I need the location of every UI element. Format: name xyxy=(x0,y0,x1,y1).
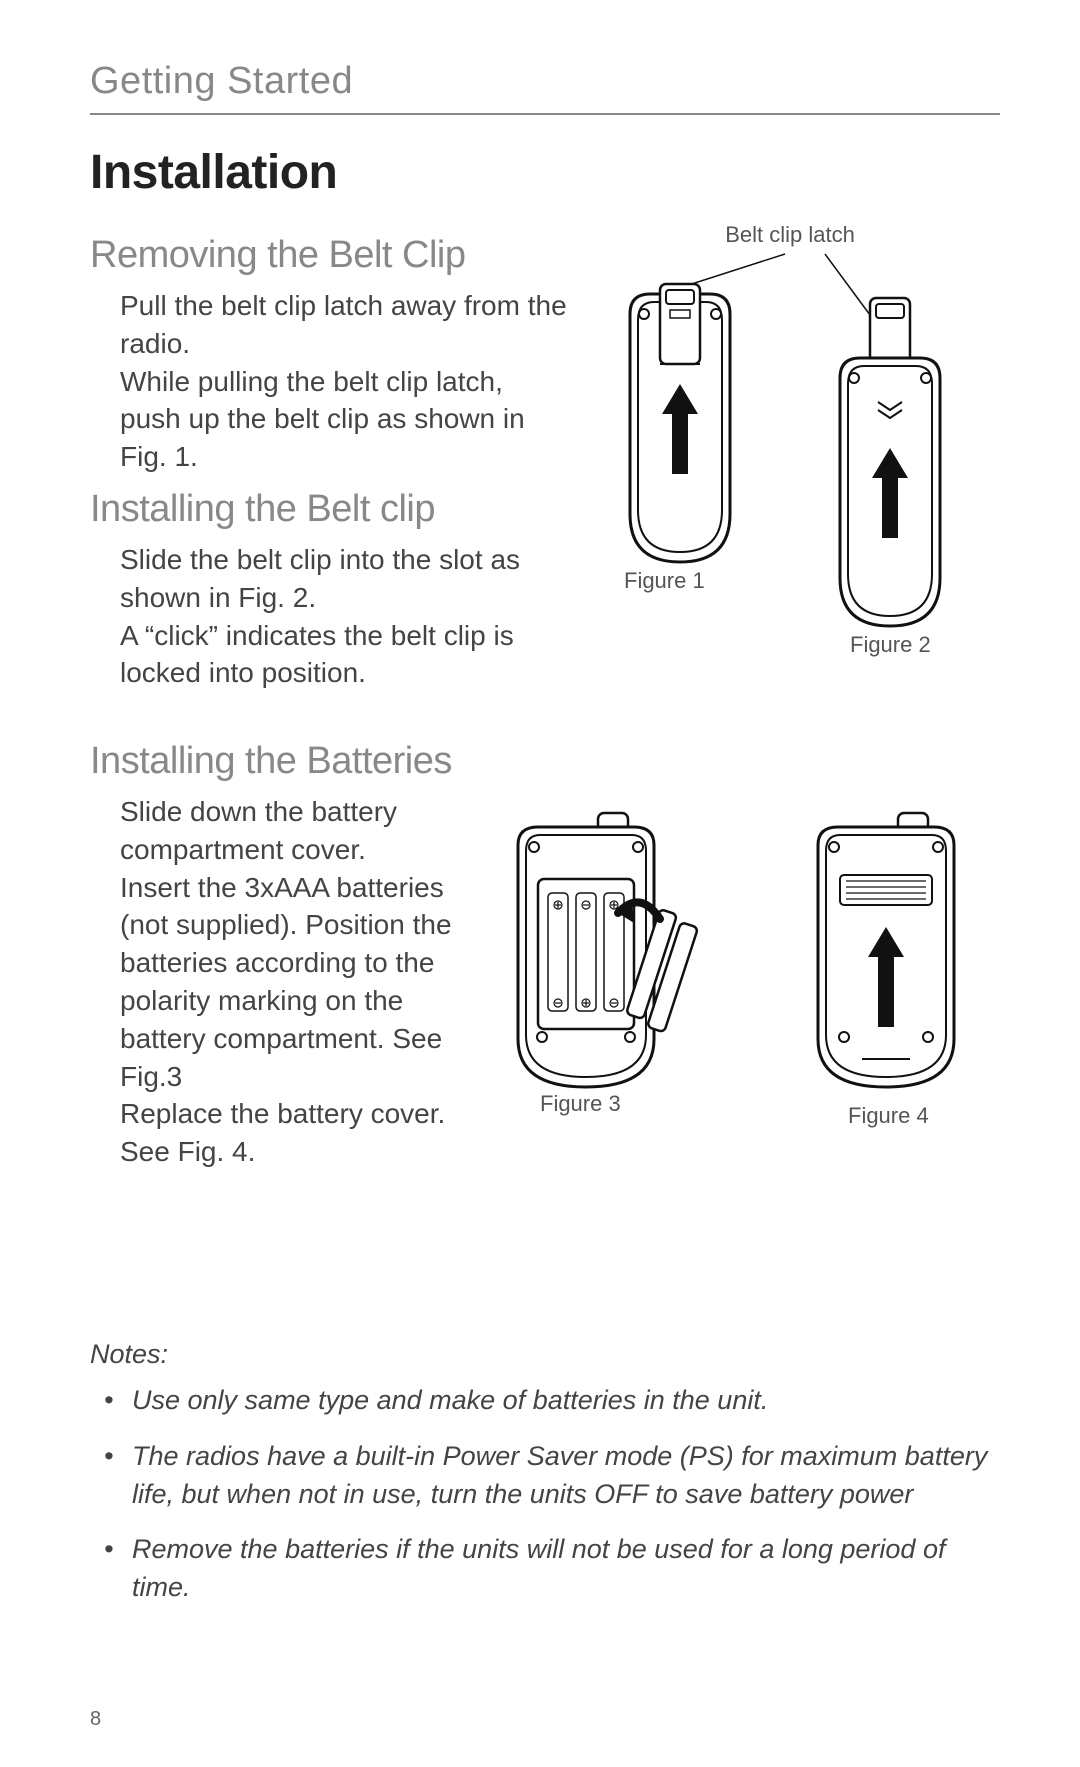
body-removing: Pull the belt clip latch away from the r… xyxy=(120,287,570,476)
figure-1-caption: Figure 1 xyxy=(624,568,705,594)
heading-install-batteries: Installing the Batteries xyxy=(90,740,1000,783)
figure-2-caption: Figure 2 xyxy=(850,632,931,658)
figure-4-caption: Figure 4 xyxy=(848,1103,929,1129)
notes-section: Notes: Use only same type and make of ba… xyxy=(90,1339,1000,1607)
note-item: Remove the batteries if the units will n… xyxy=(90,1531,1000,1607)
belt-clip-latch-label: Belt clip latch xyxy=(580,222,1000,248)
note-item: Use only same type and make of batteries… xyxy=(90,1382,1000,1420)
figure-3-caption: Figure 3 xyxy=(540,1091,621,1117)
page-number: 8 xyxy=(90,1708,101,1731)
figure-group-beltclip: Belt clip latch Figure 1 Figure 2 xyxy=(580,222,1000,728)
note-item: The radios have a built-in Power Saver m… xyxy=(90,1438,1000,1514)
body-install-clip: Slide the belt clip into the slot as sho… xyxy=(120,541,570,692)
figure-group-batteries: Figure 3 Figure 4 xyxy=(480,793,1000,1179)
heading-removing: Removing the Belt Clip xyxy=(90,234,570,277)
notes-heading: Notes: xyxy=(90,1339,1000,1370)
heading-install-clip: Installing the Belt clip xyxy=(90,488,570,531)
body-install-batteries: Slide down the battery compartment cover… xyxy=(120,793,470,1171)
page-title: Installation xyxy=(90,145,1000,200)
section-header: Getting Started xyxy=(90,60,1000,115)
